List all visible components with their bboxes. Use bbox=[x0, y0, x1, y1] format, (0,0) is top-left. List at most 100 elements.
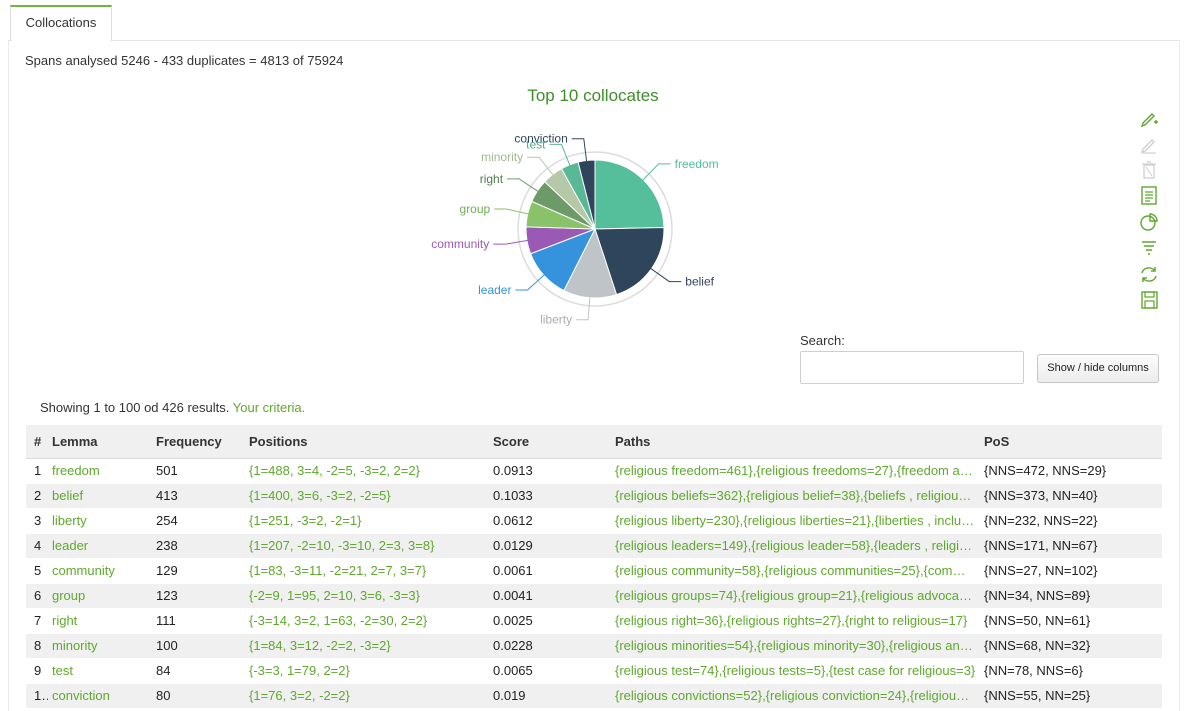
row-paths[interactable]: {religious convictions=52},{religious co… bbox=[611, 683, 980, 709]
pie-leader-line-right bbox=[507, 178, 542, 194]
show-hide-columns-button[interactable]: Show / hide columns bbox=[1037, 354, 1159, 383]
edit-icon bbox=[1140, 139, 1156, 154]
row-frequency: 84 bbox=[152, 658, 245, 684]
row-lemma[interactable]: right bbox=[48, 608, 152, 634]
row-frequency: 100 bbox=[152, 633, 245, 659]
row-index: 5 bbox=[26, 558, 48, 584]
criteria-link[interactable]: Your criteria. bbox=[232, 400, 306, 415]
row-score: 0.1033 bbox=[489, 483, 611, 509]
row-lemma[interactable]: group bbox=[48, 583, 152, 609]
delete-icon bbox=[1142, 161, 1156, 179]
row-score: 0.0612 bbox=[489, 508, 611, 534]
row-lemma[interactable]: conviction bbox=[48, 683, 152, 709]
row-positions[interactable]: {1=76, 3=2, -2=2} bbox=[245, 683, 489, 709]
table-row[interactable]: 2 belief 413 {1=400, 3=6, -3=2, -2=5} 0.1033… bbox=[26, 483, 1162, 509]
refresh-icon[interactable] bbox=[1138, 261, 1160, 287]
row-frequency: 123 bbox=[152, 583, 245, 609]
column-header-pos[interactable]: PoS bbox=[980, 425, 1162, 459]
row-paths[interactable]: {religious groups=74},{religious group=2… bbox=[611, 583, 980, 609]
search-input[interactable] bbox=[800, 351, 1024, 384]
column-header-positions[interactable]: Positions bbox=[245, 425, 489, 459]
row-lemma[interactable]: test bbox=[48, 658, 152, 684]
row-paths[interactable]: {religious test=74},{religious tests=5},… bbox=[611, 658, 980, 684]
column-header-paths[interactable]: Paths bbox=[611, 425, 980, 459]
chart-toolbar bbox=[1138, 105, 1160, 313]
row-index: 3 bbox=[26, 508, 48, 534]
column-header-lemma[interactable]: Lemma bbox=[48, 425, 152, 459]
chart-title: Top 10 collocates bbox=[527, 86, 659, 105]
table-row[interactable]: 7 right 111 {-3=14, 3=2, 1=63, -2=30, 2=2} 0… bbox=[26, 608, 1162, 634]
row-positions[interactable]: {1=400, 3=6, -3=2, -2=5} bbox=[245, 483, 489, 509]
row-index: 2 bbox=[26, 483, 48, 509]
row-paths[interactable]: {religious community=58},{religious comm… bbox=[611, 558, 980, 584]
pie-label-community: community bbox=[431, 237, 489, 251]
row-paths[interactable]: {religious liberty=230},{religious liber… bbox=[611, 508, 980, 534]
row-pos: {NNS=55, NN=25} bbox=[980, 683, 1162, 709]
row-frequency: 501 bbox=[152, 458, 245, 484]
row-score: 0.0025 bbox=[489, 608, 611, 634]
table-row[interactable]: 6 group 123 {-2=9, 1=95, 2=10, 3=6, -3=3} 0.… bbox=[26, 583, 1162, 609]
tab-collocations[interactable]: Collocations bbox=[10, 5, 112, 41]
pie-label-freedom: freedom bbox=[675, 157, 719, 171]
tab-bar: Collocations bbox=[0, 0, 1194, 41]
row-score: 0.0913 bbox=[489, 458, 611, 484]
pie-leader-line-test bbox=[549, 143, 572, 169]
row-pos: {NN=78, NNS=6} bbox=[980, 658, 1162, 684]
row-lemma[interactable]: freedom bbox=[48, 458, 152, 484]
table-header-row: # Lemma Frequency Positions Score Paths … bbox=[26, 425, 1162, 459]
table-row[interactable]: 10 conviction 80 {1=76, 3=2, -2=2} 0.019 {rel… bbox=[26, 683, 1162, 709]
row-score: 0.0061 bbox=[489, 558, 611, 584]
table-row[interactable]: 9 test 84 {-3=3, 1=79, 2=2} 0.0065 {religious… bbox=[26, 658, 1162, 684]
tab-bar-divider bbox=[8, 40, 1180, 41]
pie-label-conviction: conviction bbox=[514, 132, 567, 146]
row-paths[interactable]: {religious minorities=54},{religious min… bbox=[611, 633, 980, 659]
row-paths[interactable]: {religious freedom=461},{religious freed… bbox=[611, 458, 980, 484]
pie-label-group: group bbox=[460, 202, 491, 216]
row-index: 6 bbox=[26, 583, 48, 609]
pie-leader-line-group bbox=[494, 208, 532, 216]
row-lemma[interactable]: belief bbox=[48, 483, 152, 509]
row-positions[interactable]: {1=251, -3=2, -2=1} bbox=[245, 508, 489, 534]
row-positions[interactable]: {-3=3, 1=79, 2=2} bbox=[245, 658, 489, 684]
table-row[interactable]: 1 freedom 501 {1=488, 3=4, -2=5, -3=2, 2=2}… bbox=[26, 458, 1162, 484]
row-lemma[interactable]: minority bbox=[48, 633, 152, 659]
column-header-frequency[interactable]: Frequency bbox=[152, 425, 245, 459]
row-pos: {NNS=27, NN=102} bbox=[980, 558, 1162, 584]
row-pos: {NNS=373, NN=40} bbox=[980, 483, 1162, 509]
add-annotation-icon[interactable] bbox=[1138, 105, 1160, 131]
row-pos: {NN=34, NNS=89} bbox=[980, 583, 1162, 609]
row-lemma[interactable]: liberty bbox=[48, 508, 152, 534]
table-row[interactable]: 3 liberty 254 {1=251, -3=2, -2=1} 0.0612 {rel… bbox=[26, 508, 1162, 534]
pie-slice-freedom[interactable] bbox=[594, 159, 665, 230]
row-index: 7 bbox=[26, 608, 48, 634]
pie-leader-line-leader bbox=[515, 272, 548, 291]
row-score: 0.0129 bbox=[489, 533, 611, 559]
pie-label-belief: belief bbox=[685, 275, 714, 289]
pie-label-leader: leader bbox=[478, 283, 511, 297]
table-row[interactable]: 5 community 129 {1=83, -3=11, -2=21, 2=7, 3… bbox=[26, 558, 1162, 584]
row-lemma[interactable]: leader bbox=[48, 533, 152, 559]
row-paths[interactable]: {religious leaders=149},{religious leade… bbox=[611, 533, 980, 559]
table-row[interactable]: 8 minority 100 {1=84, 3=12, -2=2, -3=2} 0.02… bbox=[26, 633, 1162, 659]
row-lemma[interactable]: community bbox=[48, 558, 152, 584]
collocates-pie-chart[interactable]: freedom belief liberty leader community group… bbox=[400, 120, 800, 340]
filter-icon[interactable] bbox=[1138, 235, 1160, 261]
row-score: 0.019 bbox=[489, 683, 611, 709]
row-score: 0.0041 bbox=[489, 583, 611, 609]
row-paths[interactable]: {religious right=36},{religious rights=2… bbox=[611, 608, 980, 634]
row-paths[interactable]: {religious beliefs=362},{religious belie… bbox=[611, 483, 980, 509]
row-positions[interactable]: {-3=14, 3=2, 1=63, -2=30, 2=2} bbox=[245, 608, 489, 634]
row-positions[interactable]: {-2=9, 1=95, 2=10, 3=6, -3=3} bbox=[245, 583, 489, 609]
pie-chart-icon[interactable] bbox=[1138, 209, 1160, 235]
row-positions[interactable]: {1=488, 3=4, -2=5, -3=2, 2=2} bbox=[245, 458, 489, 484]
pie-leader-line-liberty bbox=[576, 293, 591, 321]
document-icon[interactable] bbox=[1138, 183, 1160, 209]
table-row[interactable]: 4 leader 238 {1=207, -2=10, -3=10, 2=3, 3=8… bbox=[26, 533, 1162, 559]
row-positions[interactable]: {1=84, 3=12, -2=2, -3=2} bbox=[245, 633, 489, 659]
column-header-score[interactable]: Score bbox=[489, 425, 611, 459]
row-positions[interactable]: {1=207, -2=10, -3=10, 2=3, 3=8} bbox=[245, 533, 489, 559]
column-header-index[interactable]: # bbox=[26, 425, 48, 459]
pie-halo-ring bbox=[517, 151, 673, 307]
row-positions[interactable]: {1=83, -3=11, -2=21, 2=7, 3=7} bbox=[245, 558, 489, 584]
save-icon[interactable] bbox=[1138, 287, 1160, 313]
